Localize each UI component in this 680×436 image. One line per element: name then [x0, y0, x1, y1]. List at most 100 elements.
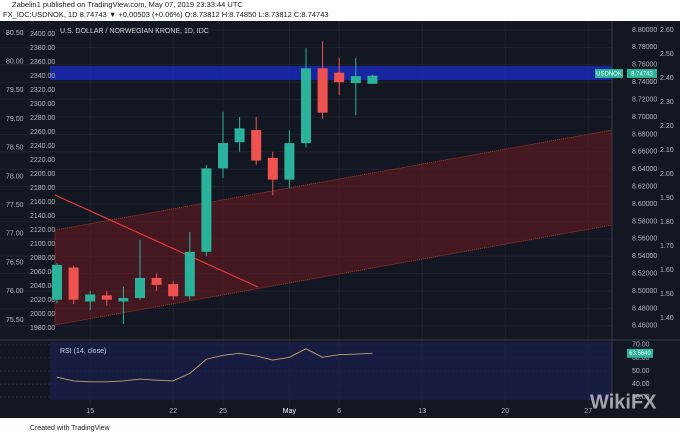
rsi-band — [50, 342, 612, 400]
candle-body — [251, 130, 262, 161]
y-tick-label: 8.80000 — [632, 27, 657, 34]
x-tick-label: 15 — [86, 408, 94, 415]
x-tick-label: 20 — [501, 408, 509, 415]
left-axis-1-label: 77.00 — [6, 231, 24, 238]
candle-body — [234, 128, 245, 143]
left-axis-2-label: 2280.00 — [30, 115, 55, 122]
x-tick-label: 13 — [418, 408, 426, 415]
chart-title: U.S. DOLLAR / NORWEGIAN KRONE, 1D, IDC — [60, 28, 209, 35]
right-axis-2-label: 2.50 — [660, 51, 674, 58]
left-axis-2-label: 2160.00 — [30, 199, 55, 206]
rsi-tick-label: 70.00 — [632, 342, 650, 349]
y-tick-label: 8.72000 — [632, 96, 657, 103]
left-axis-2-label: 2360.00 — [30, 59, 55, 66]
left-axis-2-label: 2100.00 — [30, 241, 55, 248]
rsi-line — [56, 348, 373, 383]
right-axis-2-label: 2.00 — [660, 171, 674, 178]
y-tick-label: 8.52000 — [632, 270, 657, 277]
left-axis-1-label: 79.50 — [6, 87, 24, 94]
published-line: Zabelin1 published on TradingView.com, M… — [12, 0, 243, 9]
left-axis-2-label: 2400.00 — [30, 31, 55, 38]
candle-body — [218, 143, 228, 169]
candle-body — [168, 284, 179, 297]
left-axis-1-label: 79.00 — [6, 116, 24, 123]
candle-body — [68, 267, 79, 300]
y-tick-label: 8.64000 — [632, 166, 657, 173]
left-axis-2-label: 2380.00 — [30, 45, 55, 52]
left-axis-1-label: 75.50 — [6, 317, 24, 324]
candle-body — [301, 68, 311, 144]
symbol-label-box — [595, 69, 623, 78]
left-axis-1-label: 76.00 — [6, 288, 24, 295]
rsi-title: RSI (14, close) — [60, 348, 106, 355]
candle-body — [151, 277, 162, 285]
left-axis-1-label: 80.00 — [6, 59, 24, 66]
right-axis-2-label: 1.80 — [660, 219, 674, 226]
time-axis — [0, 405, 680, 418]
x-tick-label: 27 — [584, 408, 592, 415]
watermark: WikiFX — [590, 391, 657, 413]
left-axis-2-label: 2340.00 — [30, 73, 55, 80]
candle-body — [334, 72, 345, 83]
footer: Created with TradingView — [30, 425, 111, 432]
left-axis-2-label: 2120.00 — [30, 227, 55, 234]
left-axis-2-label: 2060.00 — [30, 269, 55, 276]
left-axis-2-label: 2020.00 — [30, 297, 55, 304]
candle-body — [52, 264, 62, 300]
y-tick-label: 8.48000 — [632, 305, 657, 312]
y-tick-label: 8.68000 — [632, 131, 657, 138]
y-tick-label: 8.62000 — [632, 183, 657, 190]
x-tick-label: 25 — [219, 408, 227, 415]
rsi-last-box — [627, 348, 653, 358]
x-tick-label: May — [283, 408, 297, 415]
candle-body — [317, 68, 328, 113]
right-axis-2-label: 2.30 — [660, 99, 674, 106]
rsi-tick-label: 50.00 — [632, 368, 650, 375]
candle-body — [184, 251, 195, 297]
left-axis-2-label: 1980.00 — [30, 325, 55, 332]
left-axis-2-label: 2220.00 — [30, 157, 55, 164]
left-axis-2-label: 2080.00 — [30, 255, 55, 262]
rsi-tick-label: 40.00 — [632, 381, 650, 388]
candle-body — [284, 143, 295, 180]
rsi-tick-label: 30.00 — [632, 394, 650, 401]
right-axis-2-label: 1.50 — [660, 291, 674, 298]
y-tick-label: 8.46000 — [632, 323, 657, 330]
left-axis-1-label: 80.50 — [6, 30, 24, 37]
candle-body — [350, 76, 361, 84]
left-axis-1-label: 78.00 — [6, 173, 24, 180]
symbol-line: FX_IDC:USDNOK, 1D 8.74743 ▼ +0.00503 (+0… — [3, 10, 329, 19]
candle-body — [85, 294, 96, 302]
x-tick-label: 6 — [337, 408, 341, 415]
left-axis-2-label: 2180.00 — [30, 185, 55, 192]
right-axis-2-label: 1.70 — [660, 243, 674, 250]
left-axis-2-label: 2240.00 — [30, 143, 55, 150]
x-tick-label: 22 — [169, 408, 177, 415]
candle-body — [135, 277, 145, 298]
left-axis-2-label: 2040.00 — [30, 283, 55, 290]
last-price-label: 8.74743 — [631, 72, 653, 78]
left-axis-2-label: 2260.00 — [30, 129, 55, 136]
left-axis-1-label: 76.50 — [6, 259, 24, 266]
candle-body — [367, 75, 378, 84]
y-tick-label: 8.58000 — [632, 218, 657, 225]
right-axis-2-label: 2.10 — [660, 147, 674, 154]
left-axis-1-label: 78.50 — [6, 145, 24, 152]
right-axis-2-label: 2.40 — [660, 75, 674, 82]
left-axis-2-label: 2200.00 — [30, 171, 55, 178]
candle-body — [267, 157, 278, 180]
y-tick-label: 8.76000 — [632, 62, 657, 69]
candle-body — [101, 295, 112, 300]
y-tick-label: 8.70000 — [632, 114, 657, 121]
last-price-box — [627, 69, 657, 78]
y-tick-label: 8.78000 — [632, 44, 657, 51]
y-tick-label: 8.50000 — [632, 288, 657, 295]
left-axis-1-label: 77.50 — [6, 202, 24, 209]
right-axis-2-label: 2.20 — [660, 123, 674, 130]
resistance-zone — [50, 66, 612, 80]
trend-line — [54, 194, 259, 288]
y-tick-label: 8.74000 — [632, 79, 657, 86]
right-axis-2-label: 2.60 — [660, 27, 674, 34]
left-axis-2-label: 2000.00 — [30, 311, 55, 318]
